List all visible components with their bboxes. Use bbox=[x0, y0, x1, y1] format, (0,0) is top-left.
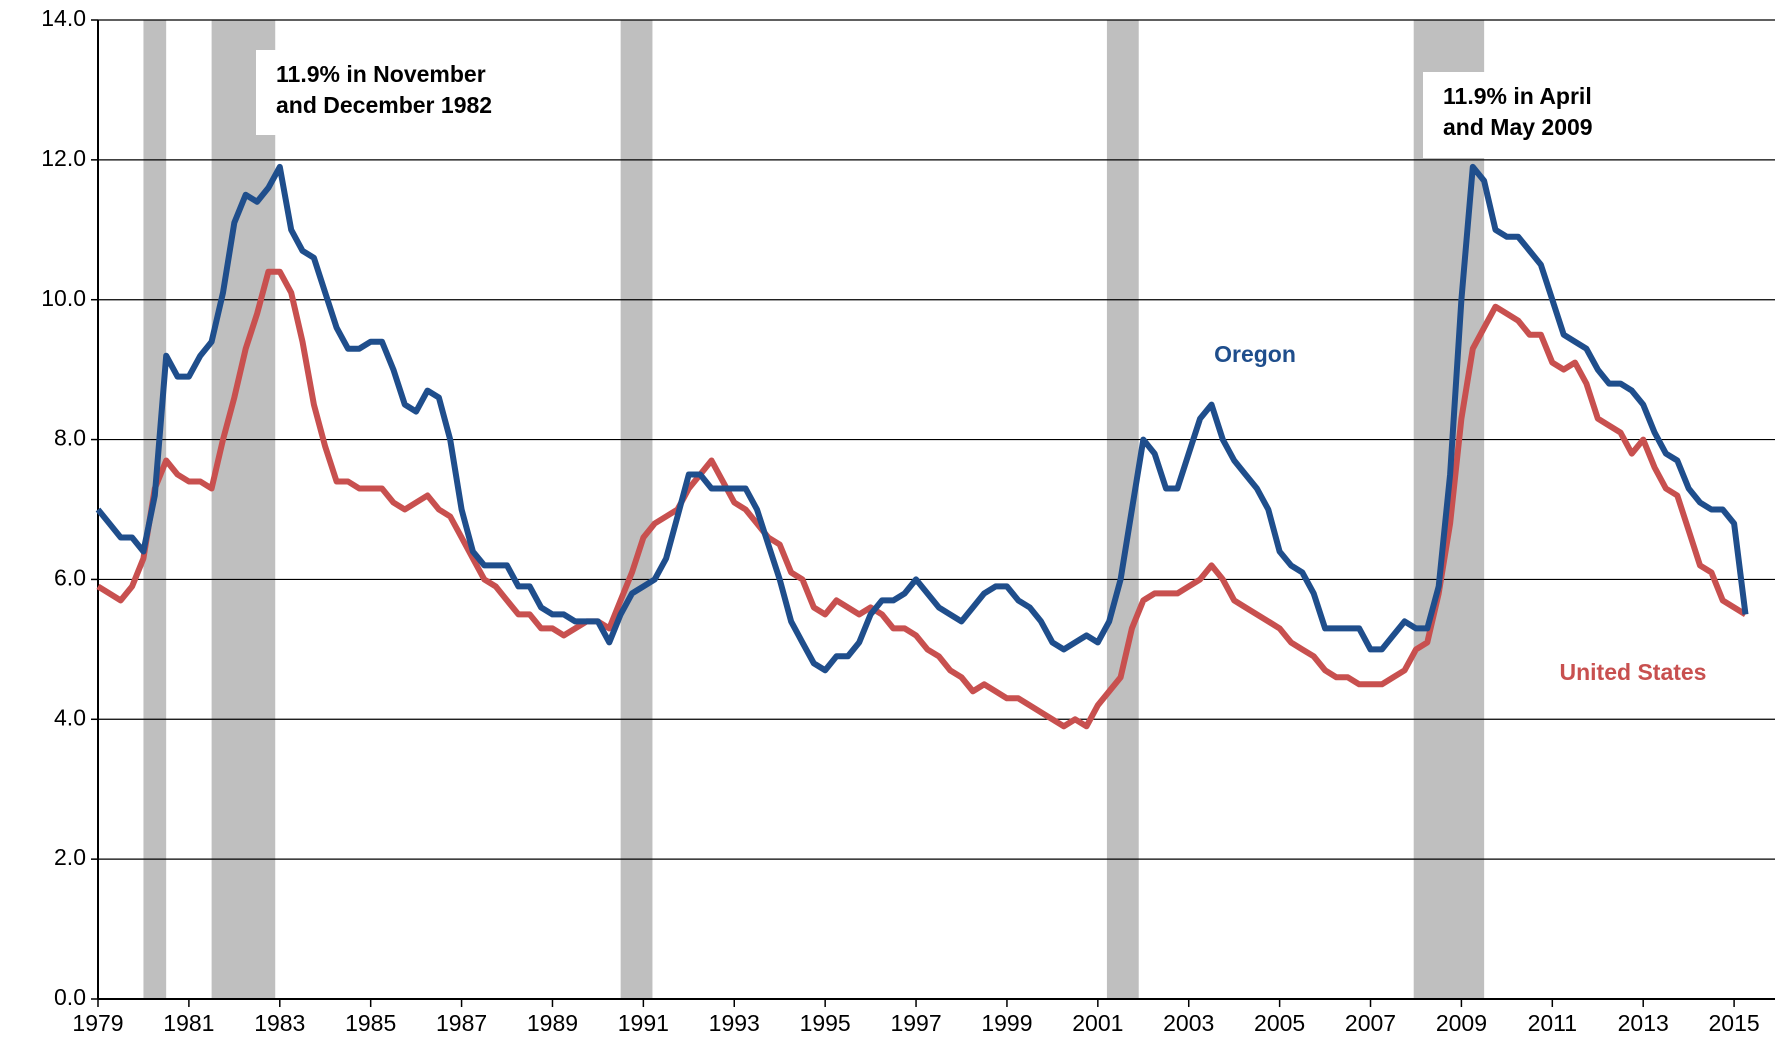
y-tick-label: 14.0 bbox=[41, 5, 86, 31]
x-tick-label: 2005 bbox=[1254, 1010, 1305, 1036]
x-tick-label: 2015 bbox=[1709, 1010, 1760, 1036]
x-tick-label: 2013 bbox=[1618, 1010, 1669, 1036]
y-tick-label: 4.0 bbox=[54, 704, 86, 730]
annotation-text: and December 1982 bbox=[276, 92, 492, 118]
x-tick-label: 2007 bbox=[1345, 1010, 1396, 1036]
x-tick-label: 2003 bbox=[1163, 1010, 1214, 1036]
x-tick-label: 1999 bbox=[981, 1010, 1032, 1036]
x-tick-label: 1981 bbox=[163, 1010, 214, 1036]
y-tick-label: 6.0 bbox=[54, 565, 86, 591]
y-tick-label: 10.0 bbox=[41, 285, 86, 311]
legend-label: United States bbox=[1560, 659, 1707, 685]
x-tick-label: 2011 bbox=[1528, 1010, 1577, 1036]
x-tick-label: 1989 bbox=[527, 1010, 578, 1036]
x-tick-label: 1985 bbox=[345, 1010, 396, 1036]
x-tick-label: 1991 bbox=[618, 1010, 669, 1036]
y-tick-label: 0.0 bbox=[54, 984, 86, 1010]
annotation-text: 11.9% in April bbox=[1443, 83, 1592, 109]
annotation-text: 11.9% in November bbox=[276, 61, 486, 87]
x-tick-label: 1979 bbox=[72, 1010, 123, 1036]
x-tick-label: 1995 bbox=[800, 1010, 851, 1036]
y-tick-label: 12.0 bbox=[41, 145, 86, 171]
x-tick-label: 1983 bbox=[254, 1010, 305, 1036]
annotation-text: and May 2009 bbox=[1443, 114, 1593, 140]
y-tick-label: 8.0 bbox=[54, 425, 86, 451]
recession-band bbox=[211, 20, 276, 999]
series-line bbox=[95, 163, 1749, 674]
x-tick-label: 2009 bbox=[1436, 1010, 1487, 1036]
legend-label: Oregon bbox=[1214, 341, 1296, 367]
y-tick-label: 2.0 bbox=[54, 844, 86, 870]
recession-band bbox=[620, 20, 653, 999]
x-tick-label: 1987 bbox=[436, 1010, 487, 1036]
x-tick-label: 2001 bbox=[1072, 1010, 1123, 1036]
x-tick-label: 1997 bbox=[890, 1010, 941, 1036]
x-tick-label: 1993 bbox=[709, 1010, 760, 1036]
annotation-box bbox=[256, 50, 574, 135]
series-line bbox=[96, 268, 1748, 730]
annotation-box bbox=[1423, 72, 1685, 158]
